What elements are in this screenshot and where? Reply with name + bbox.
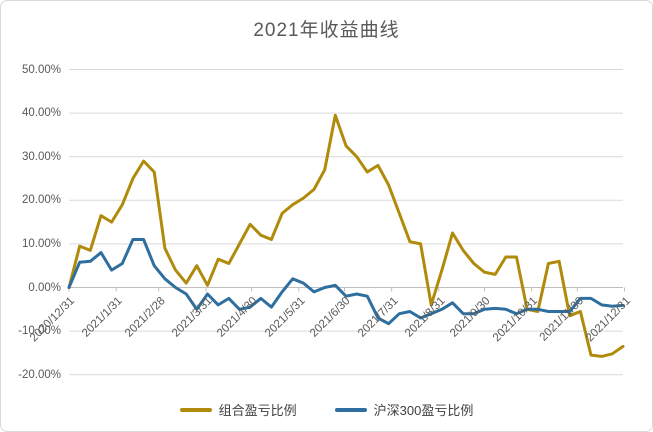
y-axis-tick-label: 50.00% (21, 63, 61, 76)
y-axis-tick-label: 10.00% (21, 237, 61, 250)
legend: 组合盈亏比例 沪深300盈亏比例 (1, 400, 652, 419)
y-axis-tick-label: 20.00% (21, 194, 61, 207)
y-axis-tick-label: 0.00% (28, 281, 61, 294)
legend-line-swatch-portfolio (179, 407, 212, 412)
legend-label-csi300: 沪深300盈亏比例 (373, 403, 474, 418)
series-line-csi300 (67, 238, 625, 326)
series-line-portfolio (67, 113, 625, 358)
y-axis-tick-label: -20.00% (18, 368, 61, 381)
y-axis-tick-label: -10.00% (18, 325, 61, 338)
legend-item-portfolio: 组合盈亏比例 (179, 400, 297, 419)
legend-label-portfolio: 组合盈亏比例 (218, 403, 297, 418)
legend-line-swatch-csi300 (334, 407, 367, 412)
y-axis-tick-label: 30.00% (21, 150, 61, 163)
chart-title: 2021年收益曲线 (253, 20, 400, 41)
y-axis-tick-label: 40.00% (21, 107, 61, 120)
legend-item-csi300: 沪深300盈亏比例 (334, 400, 474, 419)
